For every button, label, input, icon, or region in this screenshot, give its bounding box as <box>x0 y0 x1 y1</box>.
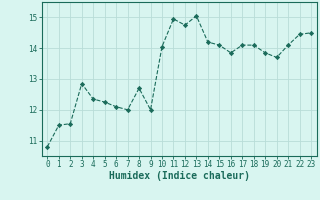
X-axis label: Humidex (Indice chaleur): Humidex (Indice chaleur) <box>109 171 250 181</box>
